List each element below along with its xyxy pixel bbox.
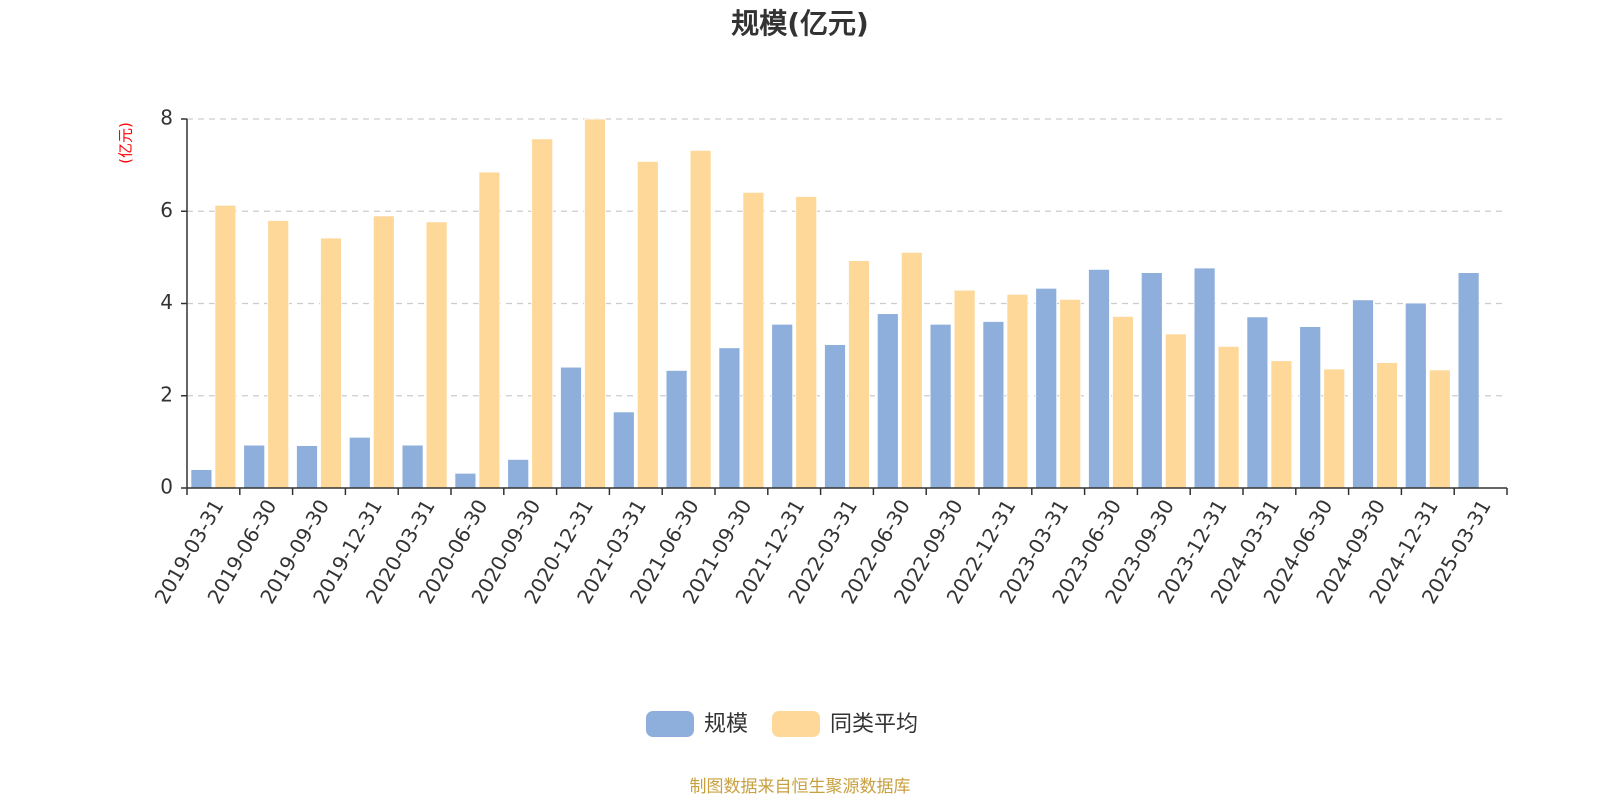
bar-peer-average-2021-03-31[interactable] — [636, 161, 659, 489]
y-tick-label: 6 — [160, 198, 173, 222]
bar-peer-average-2024-12-31[interactable] — [1428, 369, 1451, 489]
legend-label-scale[interactable]: 规模 — [704, 712, 748, 737]
bars — [190, 118, 1480, 489]
chart-title: 规模(亿元) — [731, 7, 869, 40]
bar-peer-average-2020-03-31[interactable] — [425, 221, 448, 489]
bar-peer-average-2022-06-30[interactable] — [900, 251, 923, 489]
bar-scale-2021-12-31[interactable] — [771, 323, 794, 489]
bar-peer-average-2023-06-30[interactable] — [1112, 316, 1134, 489]
bar-peer-average-2020-06-30[interactable] — [478, 171, 501, 489]
bar-peer-average-2021-06-30[interactable] — [689, 149, 712, 489]
bar-scale-2021-09-30[interactable] — [718, 347, 741, 489]
bar-peer-average-2024-09-30[interactable] — [1376, 362, 1398, 489]
bar-scale-2020-09-30[interactable] — [507, 459, 530, 489]
bar-peer-average-2022-12-31[interactable] — [1006, 293, 1029, 489]
legend-swatch-scale[interactable] — [646, 711, 694, 737]
bar-scale-2019-03-31[interactable] — [190, 469, 213, 489]
bar-scale-2022-03-31[interactable] — [824, 344, 846, 489]
y-axis-unit-label: (亿元) — [117, 122, 135, 164]
bar-scale-2020-06-30[interactable] — [454, 472, 477, 489]
legend-label-peer-average[interactable]: 同类平均 — [830, 712, 918, 737]
bar-scale-2024-03-31[interactable] — [1246, 316, 1269, 489]
legend-swatch-peer-average[interactable] — [772, 711, 820, 737]
bar-peer-average-2020-12-31[interactable] — [584, 118, 606, 489]
bar-peer-average-2019-06-30[interactable] — [267, 220, 290, 489]
bar-peer-average-2021-12-31[interactable] — [795, 196, 818, 489]
bar-scale-2023-09-30[interactable] — [1140, 272, 1163, 489]
bar-scale-2024-12-31[interactable] — [1404, 302, 1427, 489]
bar-scale-2021-06-30[interactable] — [665, 369, 688, 489]
y-tick-label: 4 — [160, 290, 173, 314]
bar-peer-average-2022-09-30[interactable] — [953, 289, 976, 489]
bar-scale-2025-03-31[interactable] — [1457, 272, 1480, 489]
bar-peer-average-2024-03-31[interactable] — [1270, 360, 1293, 489]
bar-peer-average-2019-09-30[interactable] — [320, 237, 342, 489]
bar-scale-2023-06-30[interactable] — [1088, 268, 1110, 489]
bar-scale-2024-09-30[interactable] — [1352, 299, 1374, 489]
bar-peer-average-2021-09-30[interactable] — [742, 191, 765, 489]
y-tick-label: 2 — [160, 382, 173, 406]
bar-peer-average-2023-09-30[interactable] — [1164, 333, 1187, 489]
bar-scale-2021-03-31[interactable] — [612, 411, 635, 489]
legend[interactable]: 规模 同类平均 — [646, 711, 918, 737]
bar-peer-average-2020-09-30[interactable] — [531, 138, 554, 489]
bar-scale-2019-06-30[interactable] — [243, 444, 266, 489]
bar-scale-2024-06-30[interactable] — [1299, 326, 1322, 489]
bar-scale-2022-12-31[interactable] — [982, 321, 1005, 489]
bar-scale-2023-03-31[interactable] — [1035, 287, 1058, 489]
bar-scale-2019-12-31[interactable] — [348, 436, 371, 489]
bar-scale-2022-06-30[interactable] — [876, 313, 899, 489]
y-tick-label: 0 — [160, 475, 173, 499]
bar-scale-2020-12-31[interactable] — [560, 366, 582, 489]
bar-peer-average-2019-12-31[interactable] — [372, 215, 395, 489]
bar-peer-average-2024-06-30[interactable] — [1323, 368, 1346, 489]
bar-scale-2022-09-30[interactable] — [929, 323, 952, 489]
bar-scale-2020-03-31[interactable] — [401, 444, 424, 489]
bar-peer-average-2023-03-31[interactable] — [1059, 298, 1082, 489]
data-source-note: 制图数据来自恒生聚源数据库 — [690, 777, 911, 797]
bar-scale-2023-12-31[interactable] — [1193, 267, 1216, 489]
bar-peer-average-2023-12-31[interactable] — [1217, 345, 1240, 489]
bar-peer-average-2019-03-31[interactable] — [214, 204, 237, 489]
bar-scale-2019-09-30[interactable] — [296, 445, 318, 489]
bar-peer-average-2022-03-31[interactable] — [848, 260, 870, 489]
y-tick-label: 8 — [160, 106, 173, 130]
